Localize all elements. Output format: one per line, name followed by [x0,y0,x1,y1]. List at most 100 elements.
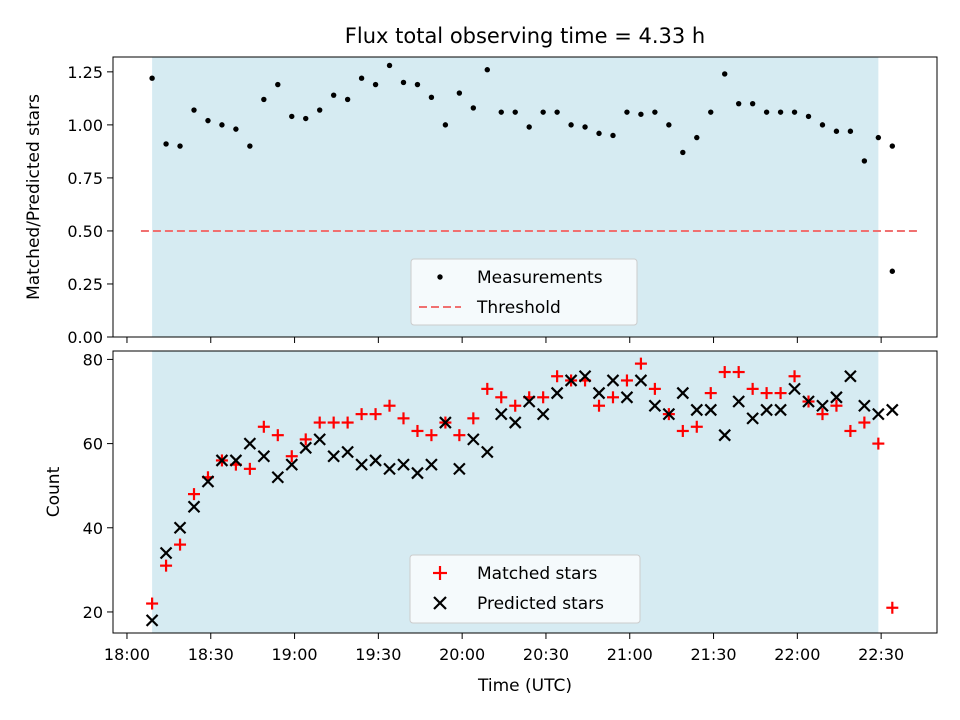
legend-matched-marker [433,566,447,580]
predicted-star-point [788,382,801,396]
predicted-star-point [383,462,396,476]
legend-predicted-label: Predicted stars [477,594,604,614]
measurement-point [358,75,365,81]
measurement-point [722,71,728,77]
predicted-star-point [634,374,648,387]
legend-matched-label: Matched stars [477,564,597,584]
predicted-star-point [313,433,326,446]
measurement-point [372,81,379,88]
matched-star-point [704,387,717,400]
measurement-point [680,149,686,156]
predicted-x-b [243,437,257,450]
predicted-x-b [858,399,871,412]
x-axis-label: Time (UTC) [477,676,572,696]
matched-star-point [844,424,857,437]
measurement-point [456,90,463,96]
measurement-point [554,109,560,115]
matched-star-point [411,424,424,437]
predicted-x-b [634,374,648,387]
predicted-x-b [411,466,424,480]
matched-star-point [425,429,438,442]
top-y-axis: 0.00 0.25 0.50 0.75 1.00 1.25 [67,63,113,347]
measurement-point [400,79,407,86]
legend-measurements-label: Measurements [477,268,603,288]
predicted-star-point [215,454,229,467]
matched-star-point [341,416,354,429]
matched-star-point [746,382,759,395]
predicted-star-point [802,395,815,408]
matched-star-point [830,399,843,412]
top-frame [112,56,938,338]
predicted-x-b [327,449,340,463]
matched-star-point [760,387,773,400]
predicted-x-b [425,458,438,471]
matched-star-point [606,391,619,404]
predicted-x-b [872,407,885,421]
predicted-x-b [173,521,187,535]
top-x-ticks [126,337,882,343]
matched-star-point [788,370,801,383]
measurement-point [512,109,518,115]
measurement-point [777,109,784,115]
matched-star-point [481,382,494,395]
predicted-star-point [858,399,871,412]
matched-star-point [383,399,396,412]
x-tick-label: 20:30 [523,645,569,664]
measurement-point [177,143,183,149]
predicted-star-point [620,391,634,404]
predicted-star-point [229,454,243,467]
matched-star-point [243,462,256,475]
predicted-x-b [732,395,745,408]
predicted-x-b [564,374,578,387]
count-points [145,357,899,627]
predicted-x-b [886,403,899,417]
predicted-star-point [816,399,829,412]
predicted-star-point [341,445,354,459]
top-panel: 0.00 0.25 0.50 0.75 1.00 1.25 Matched/Predict… [24,56,938,347]
bottom-y-axis: 20 40 60 80 [83,350,113,622]
predicted-star-point [411,466,424,480]
y-tick-label: 0.50 [67,222,103,241]
measurement-point [414,81,421,88]
x-tick-label: 18:30 [188,645,234,664]
measurement-point [847,128,854,134]
measurement-point [596,130,602,137]
x-tick-label: 22:30 [858,645,904,664]
measurement-point [191,107,197,113]
matched-star-point [858,416,871,429]
predicted-star-point [746,412,759,425]
measurement-point [735,100,742,107]
predicted-star-point [327,449,340,463]
predicted-star-point [481,445,494,459]
bottom-panel: 20 40 60 80 18:00 18:30 19:00 19:30 20:00 20:30 2… [44,350,938,696]
predicted-x-b [802,395,815,408]
measurement-point [233,126,239,132]
predicted-star-point [760,403,773,417]
predicted-x-b [355,458,368,471]
matched-star-point [816,408,829,421]
measurement-point [708,109,714,115]
x-tick-label: 21:00 [607,645,653,664]
matched-star-point [872,437,885,450]
predicted-star-point [718,428,731,442]
predicted-x-b [481,445,494,459]
predicted-star-point [187,500,201,514]
predicted-x-b [187,500,201,514]
matched-star-point [313,416,326,429]
predicted-star-point [690,403,704,417]
matched-star-point [257,420,270,433]
matched-star-point [690,420,703,433]
y-tick-label: 0.25 [67,275,103,294]
x-tick-label: 21:30 [690,645,736,664]
measurement-point [805,113,812,120]
predicted-star-point [578,369,592,383]
predicted-x-b [536,407,550,421]
predicted-star-point [397,458,410,471]
measurement-point [610,132,616,139]
predicted-x-b [676,386,690,400]
y-tick-label: 20 [83,603,103,622]
predicted-x-b [746,412,759,425]
predicted-star-point [536,407,550,421]
measurement-point [386,62,393,69]
